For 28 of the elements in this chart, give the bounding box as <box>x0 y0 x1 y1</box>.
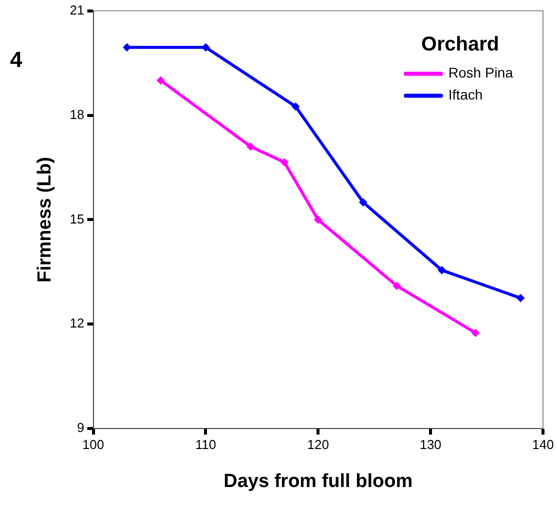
point <box>392 282 401 290</box>
legend-label: Iftach <box>448 86 483 103</box>
legend-label: Rosh Pina <box>448 64 514 81</box>
x-tick-label: 130 <box>420 436 442 452</box>
x-tick-label: 110 <box>195 436 216 452</box>
y-axis-title: Firmness (Lb) <box>34 156 56 283</box>
x-tick-label: 100 <box>82 436 104 452</box>
point <box>472 328 480 337</box>
point <box>246 142 255 151</box>
point <box>292 102 300 111</box>
point <box>156 76 165 84</box>
point <box>516 294 525 302</box>
point <box>280 158 288 166</box>
point <box>314 216 322 224</box>
y-tick-label: 18 <box>70 106 84 122</box>
legend-title: Orchard <box>421 33 500 56</box>
point <box>359 198 368 206</box>
point <box>122 43 131 52</box>
point <box>202 43 210 52</box>
point <box>438 266 446 274</box>
y-tick-label: 15 <box>70 211 84 226</box>
x-tick-label: 140 <box>532 436 554 452</box>
y-tick-label: 12 <box>70 316 84 331</box>
text: 4 <box>10 47 23 72</box>
y-tick-label: 9 <box>77 420 84 436</box>
y-tick-label: 21 <box>70 2 84 18</box>
x-tick-label: 120 <box>307 436 329 452</box>
x-axis-title: Days from full bloom <box>224 470 413 492</box>
